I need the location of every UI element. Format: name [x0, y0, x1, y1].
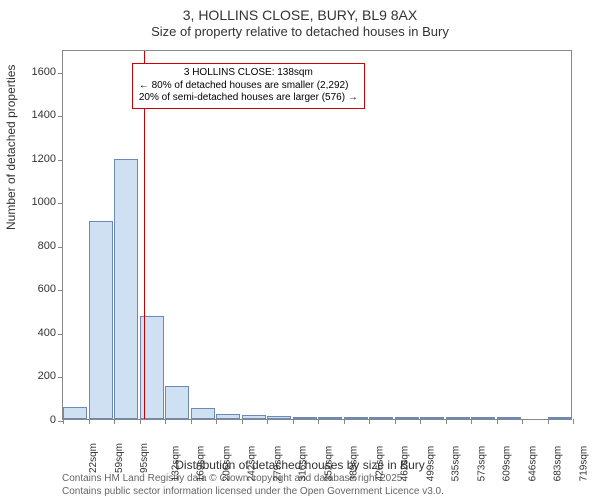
xtick-label: 609sqm — [502, 446, 513, 482]
xtick-mark — [369, 419, 370, 424]
annotation-line: 3 HOLLINS CLOSE: 138sqm — [139, 67, 358, 80]
ytick-label: 800 — [6, 240, 56, 252]
histogram-bar — [89, 221, 113, 419]
xtick-mark — [242, 419, 243, 424]
footer-line-2: Contains public sector information licen… — [62, 486, 444, 499]
xtick-label: 683sqm — [553, 446, 564, 482]
xtick-mark — [293, 419, 294, 424]
annotation-line: 20% of semi-detached houses are larger (… — [139, 92, 358, 105]
ytick-mark — [58, 203, 63, 204]
xtick-label: 22sqm — [88, 443, 99, 473]
ytick-mark — [58, 290, 63, 291]
xtick-label: 169sqm — [196, 446, 207, 482]
ytick-mark — [58, 160, 63, 161]
ytick-label: 1600 — [6, 66, 56, 78]
xtick-mark — [165, 419, 166, 424]
xtick-mark — [63, 419, 64, 424]
histogram-bar — [293, 417, 317, 419]
xtick-mark — [471, 419, 472, 424]
xtick-label: 95sqm — [139, 443, 150, 473]
histogram-bar — [318, 417, 342, 419]
xtick-label: 499sqm — [425, 446, 436, 482]
xtick-mark — [522, 419, 523, 424]
annotation-box: 3 HOLLINS CLOSE: 138sqm← 80% of detached… — [132, 63, 365, 109]
xtick-label: 352sqm — [323, 446, 334, 482]
histogram-bar — [165, 386, 189, 419]
ytick-mark — [58, 377, 63, 378]
xtick-mark — [318, 419, 319, 424]
xtick-label: 132sqm — [170, 446, 181, 482]
xtick-mark — [548, 419, 549, 424]
ytick-mark — [58, 116, 63, 117]
xtick-label: 535sqm — [451, 446, 462, 482]
chart-container: 3, HOLLINS CLOSE, BURY, BL9 8AX Size of … — [0, 0, 600, 500]
ytick-label: 1000 — [6, 196, 56, 208]
xtick-mark — [446, 419, 447, 424]
xtick-label: 426sqm — [374, 446, 385, 482]
histogram-bar — [369, 417, 393, 419]
histogram-bar — [114, 159, 138, 419]
histogram-bar — [548, 417, 572, 419]
xtick-mark — [89, 419, 90, 424]
histogram-bar — [191, 408, 215, 419]
xtick-mark — [395, 419, 396, 424]
histogram-bar — [420, 417, 444, 419]
xtick-label: 206sqm — [221, 446, 232, 482]
chart-title: 3, HOLLINS CLOSE, BURY, BL9 8AX — [0, 0, 600, 24]
ytick-mark — [58, 73, 63, 74]
xtick-label: 279sqm — [272, 446, 283, 482]
xtick-mark — [267, 419, 268, 424]
xtick-mark — [420, 419, 421, 424]
ytick-mark — [58, 247, 63, 248]
xtick-mark — [573, 419, 574, 424]
annotation-line: ← 80% of detached houses are smaller (2,… — [139, 80, 358, 93]
histogram-bar — [395, 417, 419, 419]
xtick-mark — [497, 419, 498, 424]
ytick-label: 200 — [6, 370, 56, 382]
histogram-bar — [497, 417, 521, 419]
histogram-bar — [216, 414, 240, 419]
xtick-mark — [191, 419, 192, 424]
ytick-label: 400 — [6, 327, 56, 339]
histogram-bar — [344, 417, 368, 419]
xtick-mark — [344, 419, 345, 424]
xtick-label: 242sqm — [247, 446, 258, 482]
plot-area: 3 HOLLINS CLOSE: 138sqm← 80% of detached… — [62, 50, 572, 420]
histogram-bar — [471, 417, 495, 419]
xtick-mark — [140, 419, 141, 424]
chart-subtitle: Size of property relative to detached ho… — [0, 24, 600, 43]
xtick-label: 719sqm — [578, 446, 589, 482]
xtick-label: 316sqm — [298, 446, 309, 482]
xtick-label: 573sqm — [476, 446, 487, 482]
ytick-label: 600 — [6, 283, 56, 295]
histogram-bar — [242, 415, 266, 419]
ytick-mark — [58, 334, 63, 335]
ytick-label: 1400 — [6, 109, 56, 121]
ytick-label: 1200 — [6, 153, 56, 165]
xtick-label: 462sqm — [400, 446, 411, 482]
xtick-mark — [114, 419, 115, 424]
xtick-label: 646sqm — [527, 446, 538, 482]
histogram-bar — [63, 407, 87, 419]
xtick-label: 59sqm — [114, 443, 125, 473]
histogram-bar — [267, 416, 291, 419]
histogram-bar — [446, 417, 470, 419]
xtick-mark — [216, 419, 217, 424]
xtick-label: 389sqm — [349, 446, 360, 482]
ytick-label: 0 — [6, 414, 56, 426]
